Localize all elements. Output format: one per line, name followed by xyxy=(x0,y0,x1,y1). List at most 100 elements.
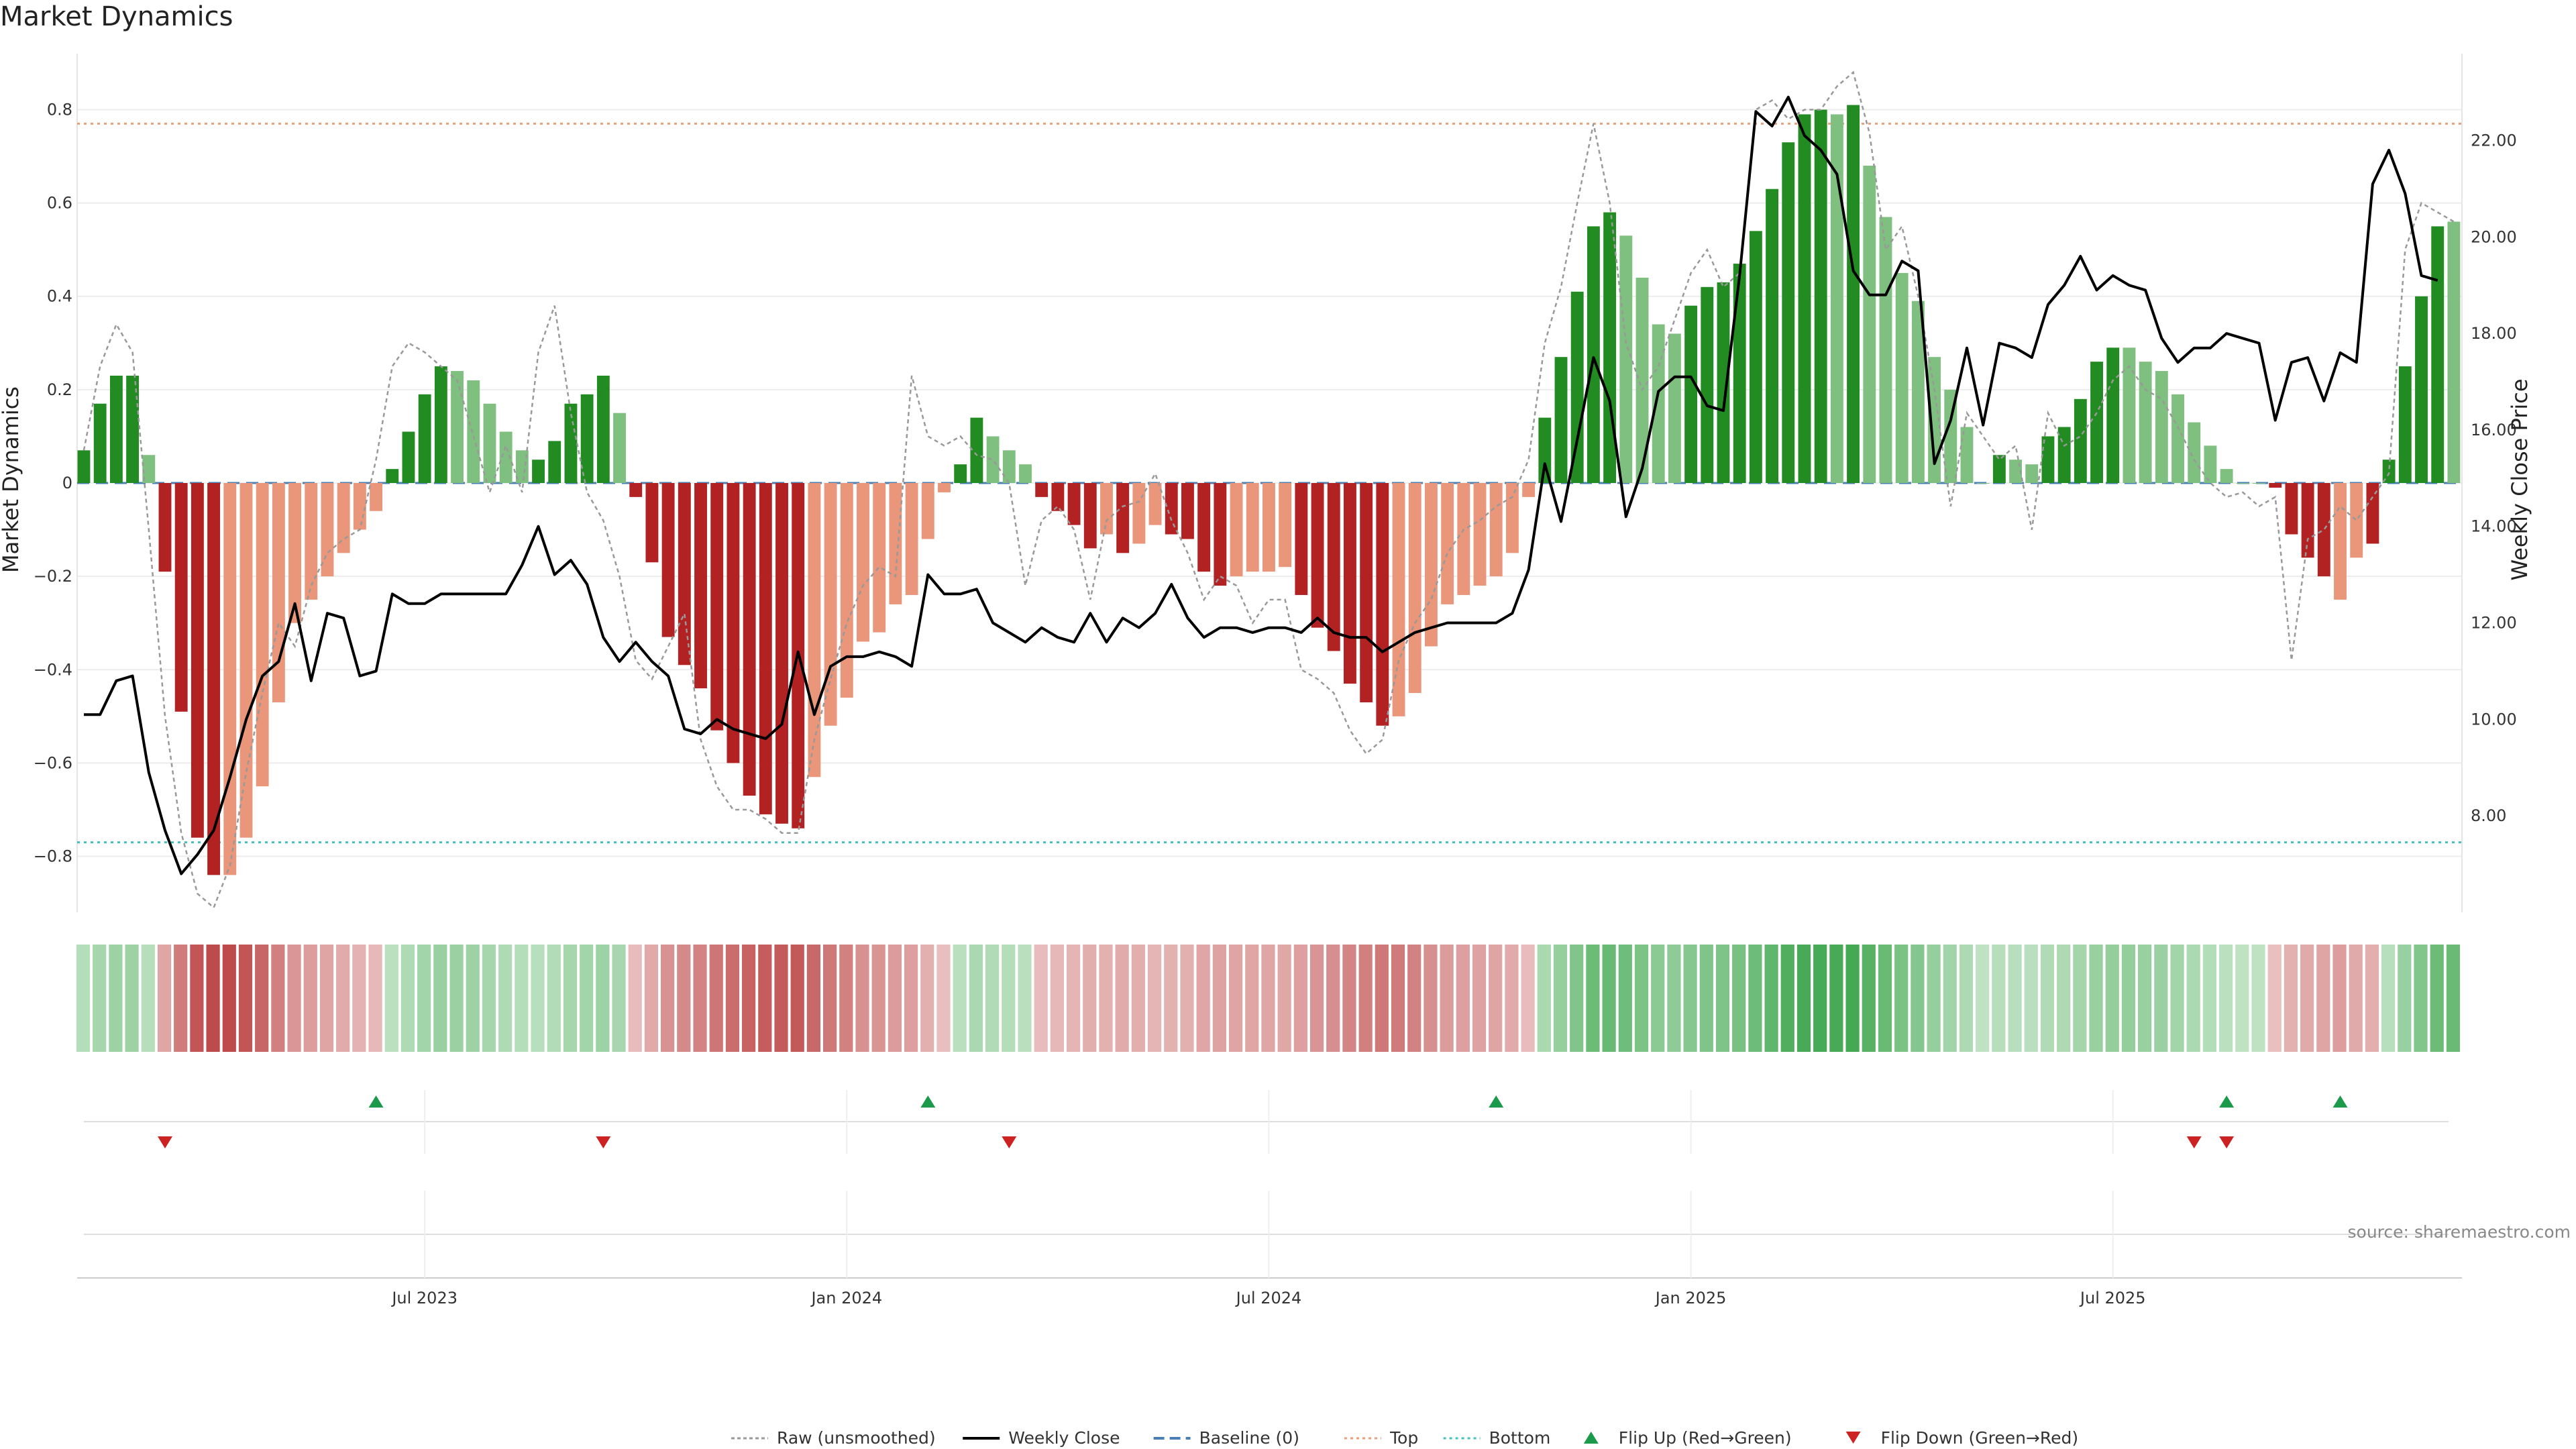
strip-cell xyxy=(482,945,496,1052)
x-tick-label: Jan 2025 xyxy=(1654,1289,1727,1307)
strip-cell xyxy=(1050,945,1064,1052)
y2-tick-label: 20.00 xyxy=(2471,227,2517,246)
strip-cell xyxy=(1326,945,1340,1052)
dynamics-bar xyxy=(272,483,285,702)
legend: Raw (unsmoothed) Weekly Close Baseline (0)… xyxy=(731,1428,2078,1448)
dynamics-bar xyxy=(2171,394,2184,483)
dynamics-bar xyxy=(2074,398,2087,483)
dynamics-bar xyxy=(499,431,513,483)
strip-cell xyxy=(1699,945,1713,1052)
dynamics-bar xyxy=(1311,483,1324,628)
dynamics-bar xyxy=(1376,483,1389,726)
strip-cell xyxy=(1261,945,1275,1052)
strip-cell xyxy=(1618,945,1632,1052)
dynamics-bar xyxy=(223,483,237,875)
dynamics-bar xyxy=(1830,114,1843,483)
dynamics-bar xyxy=(1863,165,1876,483)
y-axis-label: Market Dynamics xyxy=(0,386,23,573)
flip-up-marker xyxy=(368,1095,384,1108)
dynamics-bar xyxy=(1214,483,1227,586)
flip-down-marker xyxy=(596,1136,611,1148)
strip-cell xyxy=(1715,945,1730,1052)
dynamics-bar xyxy=(1246,483,1259,572)
strip-cell xyxy=(612,945,626,1052)
flip-down-marker xyxy=(1002,1136,1017,1148)
dynamics-bar xyxy=(678,483,691,665)
dynamics-bar xyxy=(1879,217,1892,483)
dynamics-bar xyxy=(2204,445,2217,483)
y2-tick-label: 22.00 xyxy=(2471,131,2517,150)
strip-cell xyxy=(1131,945,1145,1052)
dynamics-bar xyxy=(889,483,902,604)
y2-tick-label: 16.00 xyxy=(2471,421,2517,439)
y-tick-label: 0.2 xyxy=(47,380,72,399)
y-axis-ticks: 0.8 0.6 0.4 0.2 0 −0.2 −0.4 −0.6 −0.8 xyxy=(34,100,72,865)
y-tick-label: −0.8 xyxy=(34,847,72,866)
dynamics-bar xyxy=(1457,483,1470,595)
strip-cell xyxy=(76,945,91,1052)
dynamics-bar xyxy=(386,469,399,483)
strip-cell xyxy=(2089,945,2103,1052)
y-tick-label: 0 xyxy=(62,474,72,492)
y2-tick-label: 14.00 xyxy=(2471,517,2517,536)
dynamics-bar xyxy=(77,450,91,483)
dynamics-bar xyxy=(1392,483,1405,716)
strip-cell xyxy=(271,945,285,1052)
strip-cell xyxy=(1796,945,1811,1052)
dynamics-bar xyxy=(2350,483,2363,558)
dynamics-bar xyxy=(207,483,221,875)
strip-cell xyxy=(1570,945,1584,1052)
strip-cell xyxy=(1521,945,1535,1052)
strip-cell xyxy=(953,945,967,1052)
y2-axis-ticks: 22.00 20.00 18.00 16.00 14.00 12.00 10.00 8.00 xyxy=(2471,131,2517,825)
strip-cell xyxy=(466,945,480,1052)
strip-cell xyxy=(417,945,431,1052)
strip-cell xyxy=(2138,945,2152,1052)
dynamics-bar xyxy=(645,483,659,563)
dynamics-bar xyxy=(629,483,643,497)
x-axis-ticks: Jul 2023 Jan 2024 Jul 2024 Jan 2025 Jul 2025 xyxy=(390,1090,2146,1307)
empty-panel xyxy=(77,1234,2462,1279)
dynamics-bar xyxy=(1002,450,1016,483)
legend-label: Flip Down (Green→Red) xyxy=(1881,1428,2079,1448)
strip-cell xyxy=(774,945,788,1052)
strip-cell xyxy=(352,945,366,1052)
source-note: source: sharemaestro.com xyxy=(2348,1222,2571,1242)
legend-label: Flip Up (Red→Green) xyxy=(1619,1428,1792,1448)
strip-cell xyxy=(109,945,123,1052)
close-line xyxy=(84,95,2438,875)
dynamics-bar xyxy=(2253,483,2265,484)
dynamics-bar xyxy=(2334,483,2347,600)
legend-item: Flip Down (Green→Red) xyxy=(1845,1428,2079,1448)
strip-cell xyxy=(449,945,464,1052)
strip-cell xyxy=(644,945,659,1052)
strip-cell xyxy=(1245,945,1259,1052)
strip-cell xyxy=(2186,945,2200,1052)
strip-cell xyxy=(1959,945,1974,1052)
legend-label: Weekly Close xyxy=(1008,1428,1120,1448)
dynamics-bar xyxy=(2317,483,2330,577)
dynamics-bar xyxy=(2447,221,2461,483)
dynamics-bar xyxy=(1570,291,1584,483)
dynamics-bar xyxy=(467,380,480,483)
legend-label: Raw (unsmoothed) xyxy=(777,1428,936,1448)
dynamics-bar xyxy=(2139,362,2152,483)
dynamics-bar xyxy=(1960,427,1974,483)
strip-cell xyxy=(2365,945,2379,1052)
dynamics-bar xyxy=(1717,282,1730,483)
y2-tick-label: 18.00 xyxy=(2471,324,2517,343)
dynamics-bar xyxy=(1441,483,1454,604)
strip-cell xyxy=(1976,945,1990,1052)
dynamics-bar xyxy=(743,483,756,796)
strip-cell xyxy=(2121,945,2136,1052)
flip-down-marker xyxy=(157,1136,172,1148)
dynamics-bar xyxy=(288,483,302,623)
dynamics-bar xyxy=(2057,427,2071,483)
strip-cell xyxy=(1927,945,1941,1052)
strip-cell xyxy=(2235,945,2249,1052)
strip-cell xyxy=(2008,945,2022,1052)
weekly-close-series xyxy=(84,95,2438,875)
strip-cell xyxy=(1505,945,1519,1052)
strip-cell xyxy=(174,945,188,1052)
dynamics-bar xyxy=(256,483,269,787)
